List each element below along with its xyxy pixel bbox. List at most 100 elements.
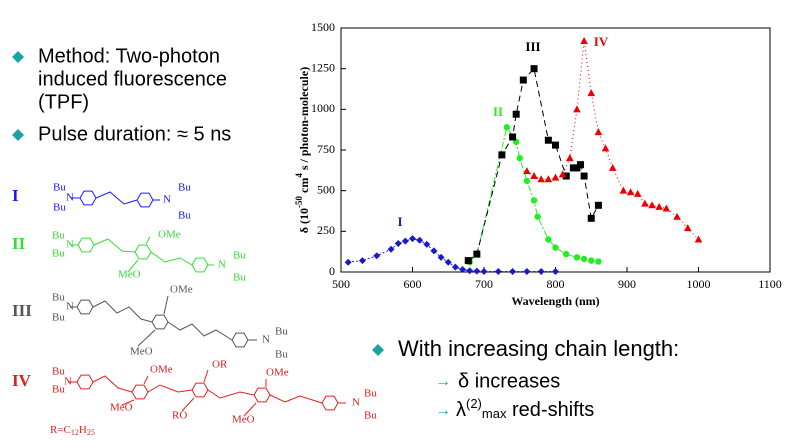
bullet-text: With increasing chain length:	[398, 336, 679, 361]
x-tick-label: 700	[475, 277, 493, 291]
atom-label: MeO	[130, 346, 153, 358]
marker	[523, 167, 531, 175]
atom-label: Bu	[364, 388, 377, 400]
bond	[147, 384, 193, 393]
marker	[516, 154, 523, 162]
y-tick-label: 750	[317, 142, 335, 156]
benzene-ring	[191, 382, 209, 398]
marker	[480, 268, 488, 276]
marker	[573, 164, 581, 172]
marker	[530, 65, 538, 73]
plot-frame	[340, 27, 771, 273]
benzene-ring	[77, 237, 95, 253]
marker	[537, 268, 545, 276]
benzene-ring	[76, 299, 94, 315]
atom-label: Bu	[53, 182, 66, 194]
marker	[530, 172, 538, 180]
superscript: 4	[294, 173, 304, 178]
marker	[573, 254, 581, 261]
atom-label: MeO	[118, 269, 141, 281]
bond	[207, 389, 255, 399]
superscript: -50	[294, 195, 304, 207]
marker	[534, 213, 541, 220]
marker	[473, 267, 481, 275]
bond	[121, 399, 135, 406]
atom-label: OMe	[150, 364, 173, 376]
label-part: s / photon-molecule)	[297, 67, 311, 173]
benzene-ring	[136, 192, 154, 208]
x-axis-label: Wavelength (nm)	[511, 294, 599, 308]
y-tick-label: 1250	[311, 60, 335, 74]
marker	[394, 240, 402, 248]
marker	[608, 163, 617, 171]
marker	[683, 224, 692, 232]
atom-label: Bu	[233, 272, 246, 284]
marker	[594, 201, 602, 209]
benzene-ring	[79, 190, 97, 206]
atom-label: Bu	[53, 202, 66, 214]
y-tick-label: 250	[317, 223, 335, 237]
bond	[150, 251, 193, 266]
atom-label: Bu	[52, 366, 65, 378]
marker	[466, 267, 474, 275]
marker	[498, 151, 506, 159]
label-part: cm	[297, 178, 311, 196]
chart: 500 600 700 800 900 1000 1100 0 250 500 750 1000 125…	[294, 20, 782, 308]
bond	[243, 402, 257, 417]
atom-label: Bu	[52, 248, 65, 260]
atom-label: Bu	[52, 384, 65, 396]
bond	[145, 236, 151, 245]
marker	[566, 154, 574, 162]
marker	[552, 141, 559, 149]
benzene-ring	[253, 387, 271, 403]
atom-label: Bu	[178, 210, 191, 222]
atom-label: Bu	[364, 410, 377, 422]
subscript: 25	[87, 428, 95, 437]
structure-label: III	[12, 301, 32, 320]
marker	[641, 199, 649, 207]
atom-label: N	[64, 376, 72, 388]
y-tick-label: 1000	[311, 101, 335, 115]
marker	[409, 235, 416, 243]
arrow: →	[435, 402, 451, 419]
x-tick-label: 500	[332, 277, 350, 291]
marker	[552, 268, 559, 276]
atom-label: N	[66, 239, 74, 251]
marker	[619, 186, 628, 194]
note-text: H	[79, 424, 87, 436]
marker	[503, 124, 511, 131]
series-name: IV	[594, 34, 609, 49]
marker	[563, 250, 570, 258]
series-name: I	[397, 214, 402, 229]
marker	[545, 236, 552, 243]
marker	[519, 76, 527, 84]
y-axis-label: δ (10-50 cm4 s / photon-molecule)	[294, 67, 311, 233]
atom-label: N	[262, 334, 270, 346]
bond	[127, 259, 139, 273]
marker	[626, 188, 635, 196]
marker	[580, 37, 588, 45]
atom-label: N	[218, 259, 226, 271]
marker	[588, 257, 595, 264]
benzene-ring	[191, 257, 209, 273]
benzene-ring	[321, 395, 339, 411]
lambda: λ	[456, 399, 466, 421]
marker	[673, 212, 681, 220]
atom-label: OMe	[158, 229, 181, 241]
atom-label: MeO	[232, 414, 255, 426]
item-text: red-shifts	[506, 399, 594, 421]
y-tick-label: 500	[317, 182, 335, 196]
bullet-text: induced fluorescence	[38, 68, 227, 90]
marker	[459, 266, 467, 274]
series-line	[469, 125, 599, 263]
structure-label: II	[12, 234, 26, 253]
marker	[558, 170, 567, 178]
atom-label: N	[66, 192, 74, 204]
marker	[601, 144, 610, 152]
marker	[537, 175, 545, 183]
bond	[163, 295, 169, 315]
marker	[423, 240, 431, 248]
marker	[512, 110, 520, 118]
marker	[358, 257, 366, 265]
